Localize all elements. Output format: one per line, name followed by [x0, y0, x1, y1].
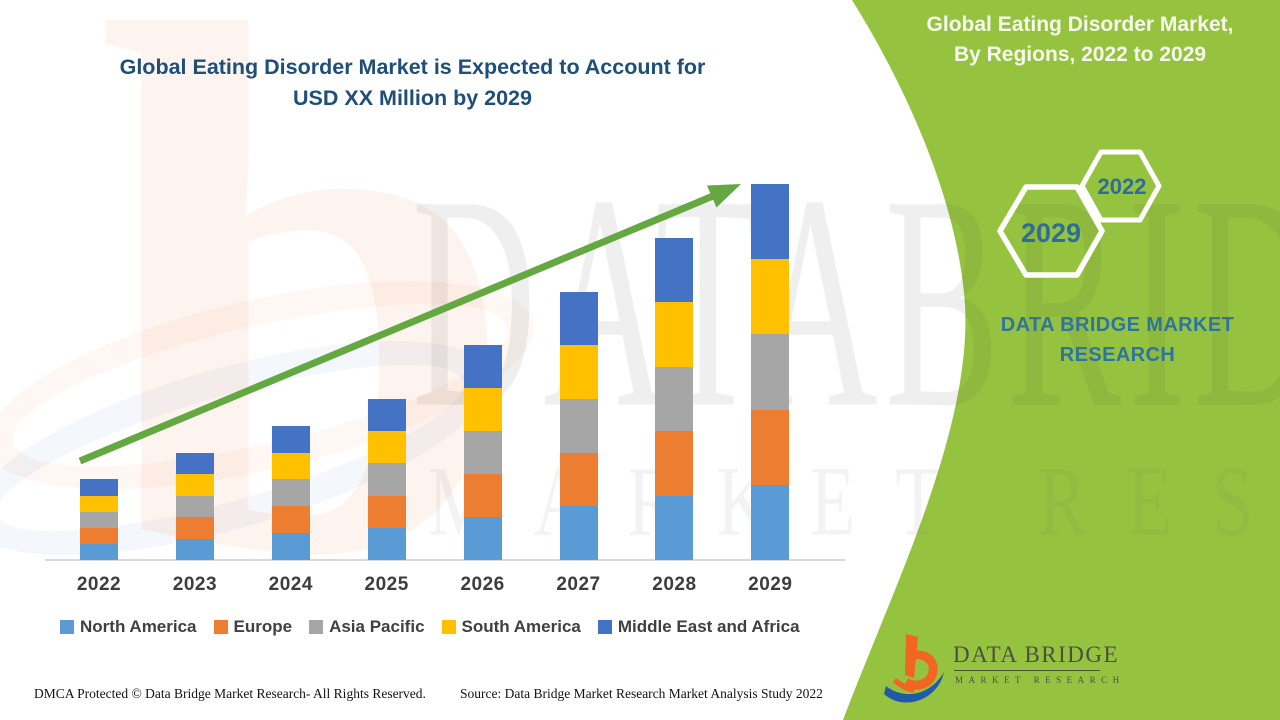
brand-wordmark: DATA BRIDGE MARKET RESEARCH — [950, 310, 1280, 370]
logo-rule — [954, 670, 1100, 671]
legend-label: North America — [80, 617, 197, 636]
databridge-logo-icon — [884, 634, 944, 703]
legend-item-asia-pacific: Asia Pacific — [309, 617, 425, 637]
chart-title: Global Eating Disorder Market is Expecte… — [55, 52, 770, 114]
panel-title-line2: By Regions, 2022 to 2029 — [953, 43, 1207, 66]
legend-label: South America — [461, 617, 581, 636]
bar-segment-2029-asia-pacific — [751, 334, 790, 410]
bar-segment-2029-middle-east-and-africa — [751, 184, 790, 260]
bar-segment-2024-south-america — [271, 452, 310, 480]
bar-segment-2027-middle-east-and-africa — [559, 291, 598, 346]
legend-swatch-south-america — [441, 620, 456, 634]
bar-segment-2026-north-america — [463, 517, 502, 560]
brand-wordmark-line1: DATA BRIDGE MARKET — [1000, 314, 1235, 336]
bar-segment-2023-south-america — [175, 474, 214, 496]
x-tick-2024: 2024 — [268, 574, 313, 595]
bar-2023 — [175, 452, 214, 560]
dmca-notice: DMCA Protected © Data Bridge Market Rese… — [34, 686, 426, 701]
bar-segment-2028-europe — [655, 431, 694, 496]
bar-segment-2027-north-america — [559, 506, 598, 560]
bar-2026 — [463, 345, 502, 560]
bar-2028 — [655, 237, 694, 560]
bar-segment-2023-asia-pacific — [175, 495, 214, 518]
bar-2022 — [80, 479, 118, 560]
x-tick-2022: 2022 — [76, 574, 122, 595]
legend-swatch-asia-pacific — [309, 620, 324, 634]
bar-segment-2025-middle-east-and-africa — [367, 398, 406, 432]
bar-segment-2025-europe — [367, 495, 406, 528]
bar-segment-2023-middle-east-and-africa — [175, 452, 214, 475]
bar-segment-2022-north-america — [80, 543, 118, 560]
legend-item-europe: Europe — [213, 617, 293, 637]
bar-segment-2027-europe — [559, 452, 598, 507]
bar-segment-2023-europe — [175, 517, 214, 539]
bar-segment-2026-europe — [463, 474, 502, 518]
bar-2025 — [367, 398, 406, 560]
bar-segment-2026-middle-east-and-africa — [463, 345, 502, 389]
x-tick-2027: 2027 — [556, 574, 601, 595]
x-tick-2028: 2028 — [652, 574, 697, 595]
bar-2027 — [559, 291, 598, 560]
legend-swatch-north-america — [60, 620, 74, 634]
bar-segment-2028-middle-east-and-africa — [655, 237, 694, 303]
x-tick-2025: 2025 — [364, 574, 409, 595]
legend-swatch-europe — [213, 620, 228, 634]
bar-segment-2026-south-america — [463, 388, 502, 432]
logo-b-bowl — [903, 650, 938, 690]
bar-segment-2028-north-america — [655, 495, 694, 560]
bar-segment-2025-asia-pacific — [367, 463, 406, 496]
bar-segment-2024-north-america — [271, 533, 310, 560]
x-axis-line — [45, 559, 845, 561]
bar-2029 — [751, 184, 790, 560]
bar-2024 — [271, 425, 310, 560]
bar-segment-2028-asia-pacific — [655, 366, 694, 432]
legend-label: Europe — [233, 617, 293, 636]
bar-segment-2022-europe — [80, 527, 118, 544]
logo-name: DATA BRIDGE — [953, 642, 1120, 667]
legend-item-south-america: South America — [441, 617, 581, 637]
trend-arrow-head — [707, 184, 741, 208]
bar-segment-2023-north-america — [175, 538, 214, 560]
bar-segment-2025-south-america — [367, 431, 406, 464]
x-tick-2029: 2029 — [748, 574, 793, 595]
bar-segment-2024-middle-east-and-africa — [271, 425, 310, 453]
bar-segment-2022-middle-east-and-africa — [80, 479, 118, 496]
legend-item-north-america: North America — [60, 617, 197, 637]
source-note: Source: Data Bridge Market Research Mark… — [460, 686, 823, 701]
chart-title-line1: Global Eating Disorder Market is Expecte… — [119, 55, 706, 79]
panel-title: Global Eating Disorder Market, By Region… — [885, 10, 1275, 70]
bar-segment-2027-south-america — [559, 345, 598, 399]
x-tick-2026: 2026 — [460, 574, 505, 595]
bar-segment-2024-europe — [271, 506, 310, 534]
bar-segment-2025-north-america — [367, 527, 406, 560]
bar-segment-2027-asia-pacific — [559, 398, 598, 453]
trend-arrow-shaft — [78, 192, 715, 465]
brand-wordmark-line2: RESEARCH — [1059, 344, 1176, 366]
legend-label: Asia Pacific — [329, 617, 425, 636]
panel-title-line1: Global Eating Disorder Market, — [926, 13, 1234, 36]
legend-swatch-middle-east-and-africa — [597, 620, 612, 634]
bar-segment-2024-asia-pacific — [271, 479, 310, 507]
bar-segment-2022-asia-pacific — [80, 511, 118, 528]
bar-segment-2026-asia-pacific — [463, 431, 502, 475]
green-panel-shape — [843, 0, 1280, 720]
bar-segment-2022-south-america — [80, 495, 118, 512]
bar-segment-2029-north-america — [751, 484, 790, 560]
chart-title-line2: USD XX Million by 2029 — [293, 86, 532, 110]
chart-legend: North America Europe Asia Pacific South Ame… — [60, 617, 830, 637]
x-tick-2023: 2023 — [172, 574, 218, 595]
logo-blue-swoosh — [884, 672, 944, 703]
bar-segment-2029-south-america — [751, 259, 790, 335]
logo-tagline: MARKET RESEARCH — [955, 675, 1125, 685]
legend-label: Middle East and Africa — [617, 617, 800, 636]
bar-segment-2029-europe — [751, 409, 790, 485]
legend-item-middle-east-and-africa: Middle East and Africa — [597, 617, 800, 637]
bar-segment-2028-south-america — [655, 302, 694, 367]
